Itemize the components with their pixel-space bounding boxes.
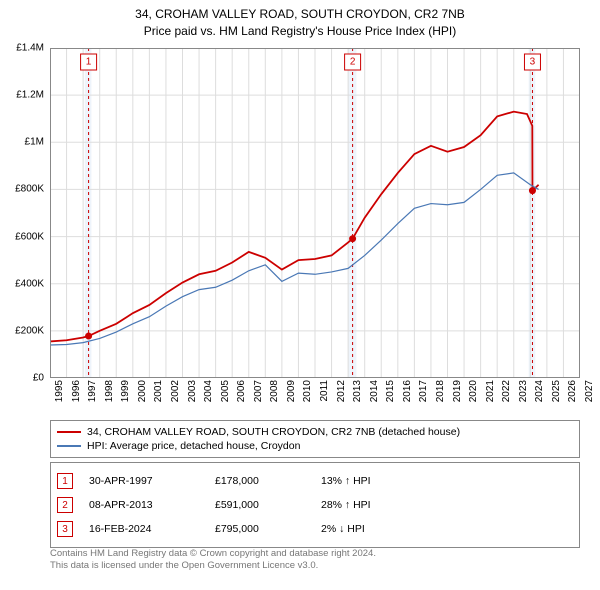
x-tick-label: 2015: [385, 380, 396, 402]
event-marker-label: 1: [86, 57, 92, 68]
chart-title-block: 34, CROHAM VALLEY ROAD, SOUTH CROYDON, C…: [0, 0, 600, 40]
x-tick-label: 2004: [203, 380, 214, 402]
x-tick-label: 2012: [336, 380, 347, 402]
x-tick-label: 2025: [551, 380, 562, 402]
x-tick-label: 1997: [87, 380, 98, 402]
y-tick-label: £0: [33, 373, 44, 384]
legend-label: 34, CROHAM VALLEY ROAD, SOUTH CROYDON, C…: [87, 426, 460, 438]
x-tick-label: 2027: [584, 380, 595, 402]
x-tick-label: 2022: [501, 380, 512, 402]
sale-point: [85, 333, 92, 340]
x-tick-label: 2016: [402, 380, 413, 402]
y-tick-label: £1M: [25, 137, 44, 148]
x-tick-label: 2006: [236, 380, 247, 402]
sale-row: 2 08-APR-2013 £591,000 28% ↑ HPI: [57, 493, 573, 517]
x-axis: 1995 1996 1997 1998 1999 2000 2001 2002 2003 2004…: [50, 378, 580, 418]
y-axis: £0£200K£400K£600K£800K£1M£1.2M£1.4M: [0, 48, 48, 378]
x-tick-label: 2011: [319, 380, 330, 402]
x-tick-label: 2000: [137, 380, 148, 402]
legend-row: 34, CROHAM VALLEY ROAD, SOUTH CROYDON, C…: [57, 425, 573, 439]
title-line1: 34, CROHAM VALLEY ROAD, SOUTH CROYDON, C…: [0, 6, 600, 23]
sale-date: 30-APR-1997: [89, 475, 199, 487]
x-tick-label: 2003: [187, 380, 198, 402]
legend-row: HPI: Average price, detached house, Croy…: [57, 439, 573, 453]
title-line2: Price paid vs. HM Land Registry's House …: [0, 23, 600, 40]
x-tick-label: 1995: [54, 380, 65, 402]
event-marker-label: 2: [350, 57, 356, 68]
sale-delta: 2% ↓ HPI: [321, 523, 411, 535]
x-tick-label: 2026: [567, 380, 578, 402]
sale-row: 3 16-FEB-2024 £795,000 2% ↓ HPI: [57, 517, 573, 541]
y-tick-label: £600K: [15, 231, 44, 242]
x-tick-label: 2020: [468, 380, 479, 402]
x-tick-label: 2014: [369, 380, 380, 402]
legend-swatch: [57, 431, 81, 433]
sale-date: 08-APR-2013: [89, 499, 199, 511]
x-tick-label: 2021: [485, 380, 496, 402]
sales-table: 1 30-APR-1997 £178,000 13% ↑ HPI 2 08-APR-201…: [50, 462, 580, 548]
sale-point: [529, 187, 536, 194]
x-tick-label: 2009: [286, 380, 297, 402]
y-tick-label: £1.4M: [16, 43, 44, 54]
sale-marker: 1: [57, 473, 73, 489]
x-tick-label: 2005: [220, 380, 231, 402]
x-tick-label: 1998: [104, 380, 115, 402]
legend: 34, CROHAM VALLEY ROAD, SOUTH CROYDON, C…: [50, 420, 580, 458]
x-tick-label: 2010: [302, 380, 313, 402]
x-tick-label: 1999: [120, 380, 131, 402]
chart-svg: 1 2 3: [50, 48, 580, 378]
sale-price: £795,000: [215, 523, 305, 535]
sale-marker: 2: [57, 497, 73, 513]
footer-line2: This data is licensed under the Open Gov…: [50, 560, 580, 572]
sale-price: £591,000: [215, 499, 305, 511]
x-tick-label: 2017: [418, 380, 429, 402]
x-tick-label: 2023: [518, 380, 529, 402]
sale-delta: 13% ↑ HPI: [321, 475, 411, 487]
footer-attribution: Contains HM Land Registry data © Crown c…: [50, 548, 580, 573]
footer-line1: Contains HM Land Registry data © Crown c…: [50, 548, 580, 560]
y-tick-label: £800K: [15, 184, 44, 195]
sale-delta: 28% ↑ HPI: [321, 499, 411, 511]
x-tick-label: 2024: [534, 380, 545, 402]
x-tick-label: 2008: [269, 380, 280, 402]
y-tick-label: £400K: [15, 278, 44, 289]
series-property: [50, 112, 539, 342]
x-tick-label: 1996: [71, 380, 82, 402]
x-tick-label: 2007: [253, 380, 264, 402]
sale-row: 1 30-APR-1997 £178,000 13% ↑ HPI: [57, 469, 573, 493]
y-tick-label: £1.2M: [16, 90, 44, 101]
x-tick-label: 2019: [452, 380, 463, 402]
sale-point: [349, 235, 356, 242]
x-tick-label: 2013: [352, 380, 363, 402]
x-tick-label: 2002: [170, 380, 181, 402]
y-tick-label: £200K: [15, 325, 44, 336]
x-tick-label: 2018: [435, 380, 446, 402]
sale-marker: 3: [57, 521, 73, 537]
legend-label: HPI: Average price, detached house, Croy…: [87, 440, 300, 452]
x-tick-label: 2001: [153, 380, 164, 402]
sale-price: £178,000: [215, 475, 305, 487]
sale-date: 16-FEB-2024: [89, 523, 199, 535]
chart-plot-area: 1 2 3: [50, 48, 580, 378]
event-marker-label: 3: [530, 57, 536, 68]
legend-swatch: [57, 445, 81, 447]
